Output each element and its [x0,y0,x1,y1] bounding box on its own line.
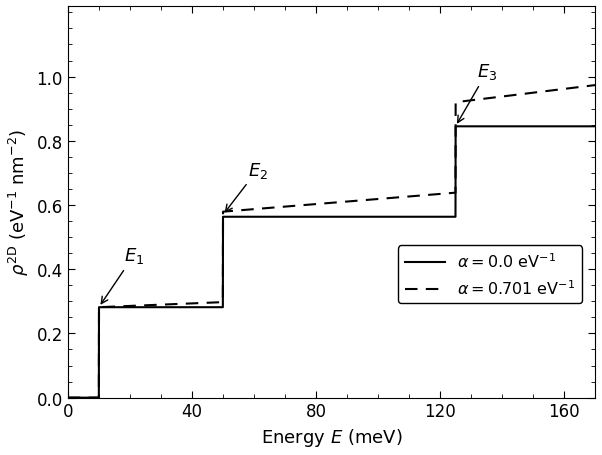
$\alpha = 0.701$ eV$^{-1}$ [591,83,598,89]
$\alpha = 0.0$ eV$^{-1}$ [322,215,329,220]
$\alpha = 0.701$ eV$^{-1}$ [322,201,329,207]
Text: $E_1$: $E_1$ [101,246,144,304]
$\alpha = 0.0$ eV$^{-1}$ [64,395,72,400]
Legend: $\alpha = 0.0$ eV$^{-1}$, $\alpha = 0.701$ eV$^{-1}$: $\alpha = 0.0$ eV$^{-1}$, $\alpha = 0.70… [398,246,582,304]
$\alpha = 0.0$ eV$^{-1}$ [591,124,598,130]
$\alpha = 0.701$ eV$^{-1}$ [563,86,571,92]
$\alpha = 0.701$ eV$^{-1}$ [86,395,93,400]
$\alpha = 0.701$ eV$^{-1}$ [96,305,103,310]
Line: $\alpha = 0.701$ eV$^{-1}$: $\alpha = 0.701$ eV$^{-1}$ [68,86,595,398]
Text: $E_2$: $E_2$ [226,160,268,212]
X-axis label: Energy $E$ (meV): Energy $E$ (meV) [261,426,402,448]
$\alpha = 0.0$ eV$^{-1}$ [96,305,103,310]
$\alpha = 0.701$ eV$^{-1}$ [64,395,72,400]
Text: $E_3$: $E_3$ [458,62,497,123]
$\alpha = 0.0$ eV$^{-1}$ [452,124,459,130]
$\alpha = 0.0$ eV$^{-1}$ [86,395,93,400]
$\alpha = 0.0$ eV$^{-1}$ [563,124,571,130]
Y-axis label: $\rho^{\mathrm{2D}}$ (eV$^{-1}$ nm$^{-2}$): $\rho^{\mathrm{2D}}$ (eV$^{-1}$ nm$^{-2}… [7,129,31,276]
$\alpha = 0.701$ eV$^{-1}$ [67,395,74,400]
Line: $\alpha = 0.0$ eV$^{-1}$: $\alpha = 0.0$ eV$^{-1}$ [68,127,595,398]
$\alpha = 0.0$ eV$^{-1}$ [167,305,175,310]
$\alpha = 0.0$ eV$^{-1}$ [67,395,74,400]
$\alpha = 0.701$ eV$^{-1}$ [167,302,175,307]
